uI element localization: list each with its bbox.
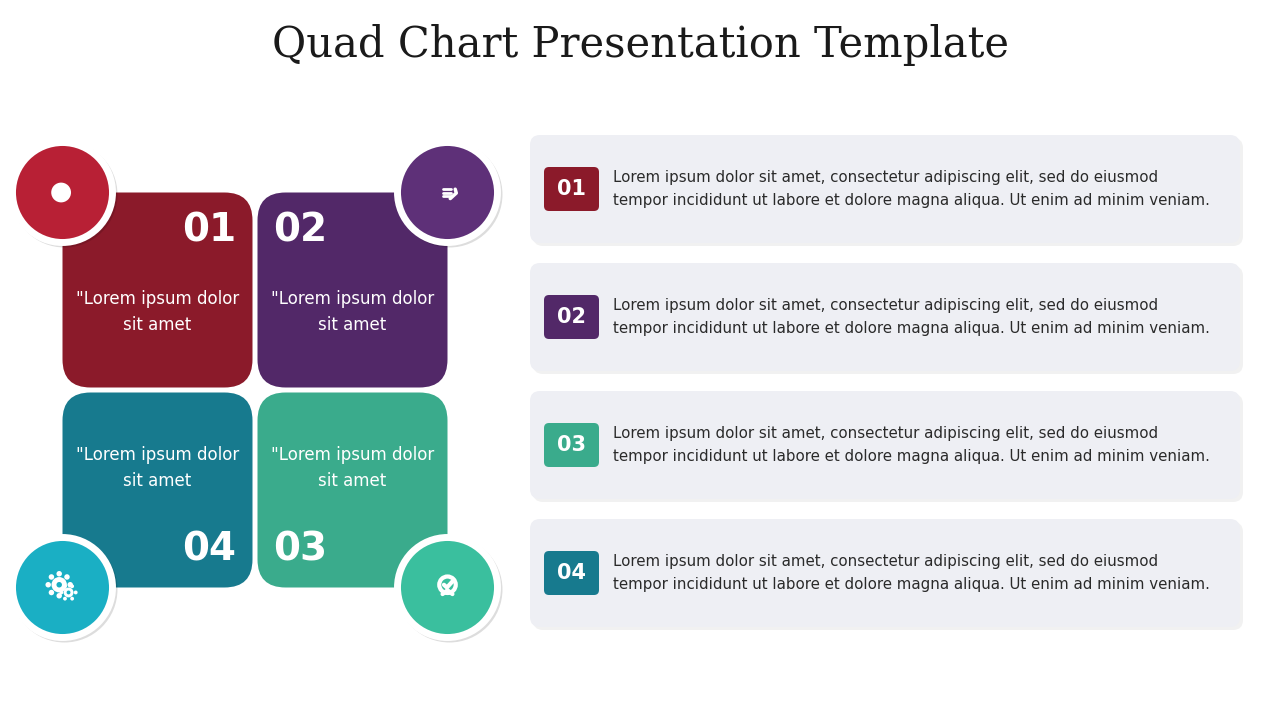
Text: Quad Chart Presentation Template: Quad Chart Presentation Template [271,24,1009,66]
Circle shape [56,593,61,598]
Circle shape [51,183,70,202]
Circle shape [67,590,70,595]
Circle shape [63,585,67,588]
FancyBboxPatch shape [532,266,1243,374]
Text: 03: 03 [274,531,328,569]
Circle shape [64,588,73,598]
Circle shape [398,143,498,243]
Text: Lorem ipsum dolor sit amet, consectetur adipiscing elit, sed do eiusmod
tempor i: Lorem ipsum dolor sit amet, consectetur … [613,426,1210,464]
FancyBboxPatch shape [544,295,599,339]
Circle shape [49,575,54,580]
FancyBboxPatch shape [63,192,252,387]
Circle shape [13,538,113,637]
Circle shape [64,575,69,580]
Circle shape [56,582,61,588]
Text: "Lorem ipsum dolor
sit amet: "Lorem ipsum dolor sit amet [271,446,434,490]
Text: "Lorem ipsum dolor
sit amet: "Lorem ipsum dolor sit amet [76,446,239,490]
FancyBboxPatch shape [532,522,1243,630]
Circle shape [397,536,503,642]
Circle shape [398,538,498,637]
Circle shape [59,590,63,595]
Circle shape [12,536,118,642]
FancyBboxPatch shape [532,138,1243,246]
Circle shape [13,143,113,243]
Circle shape [51,577,67,593]
Circle shape [439,577,456,593]
Text: Lorem ipsum dolor sit amet, consectetur adipiscing elit, sed do eiusmod
tempor i: Lorem ipsum dolor sit amet, consectetur … [613,170,1210,208]
Text: "Lorem ipsum dolor
sit amet: "Lorem ipsum dolor sit amet [76,289,239,334]
FancyBboxPatch shape [544,423,599,467]
Circle shape [70,585,74,588]
Text: 04: 04 [557,563,586,583]
Text: Lorem ipsum dolor sit amet, consectetur adipiscing elit, sed do eiusmod
tempor i: Lorem ipsum dolor sit amet, consectetur … [613,298,1210,336]
Circle shape [49,590,54,595]
FancyBboxPatch shape [530,519,1240,627]
Text: 01: 01 [557,179,586,199]
Circle shape [63,597,67,600]
FancyBboxPatch shape [532,394,1243,502]
Text: 02: 02 [557,307,586,327]
FancyBboxPatch shape [530,263,1240,371]
FancyBboxPatch shape [530,391,1240,499]
FancyBboxPatch shape [63,392,252,588]
Circle shape [46,582,51,588]
Circle shape [397,142,503,248]
FancyBboxPatch shape [257,392,448,588]
FancyBboxPatch shape [544,167,599,211]
FancyBboxPatch shape [440,187,453,201]
Circle shape [56,571,61,577]
FancyBboxPatch shape [544,551,599,595]
Text: Lorem ipsum dolor sit amet, consectetur adipiscing elit, sed do eiusmod
tempor i: Lorem ipsum dolor sit amet, consectetur … [613,554,1210,592]
Circle shape [68,582,73,588]
Circle shape [64,590,69,595]
Circle shape [74,590,78,595]
FancyBboxPatch shape [257,192,448,387]
Text: 01: 01 [183,212,237,250]
Text: 03: 03 [557,435,586,455]
Text: 02: 02 [274,212,328,250]
Text: 04: 04 [183,531,237,569]
Circle shape [12,142,118,248]
Circle shape [58,184,65,193]
Circle shape [70,597,74,600]
Text: "Lorem ipsum dolor
sit amet: "Lorem ipsum dolor sit amet [271,289,434,334]
FancyBboxPatch shape [530,135,1240,243]
